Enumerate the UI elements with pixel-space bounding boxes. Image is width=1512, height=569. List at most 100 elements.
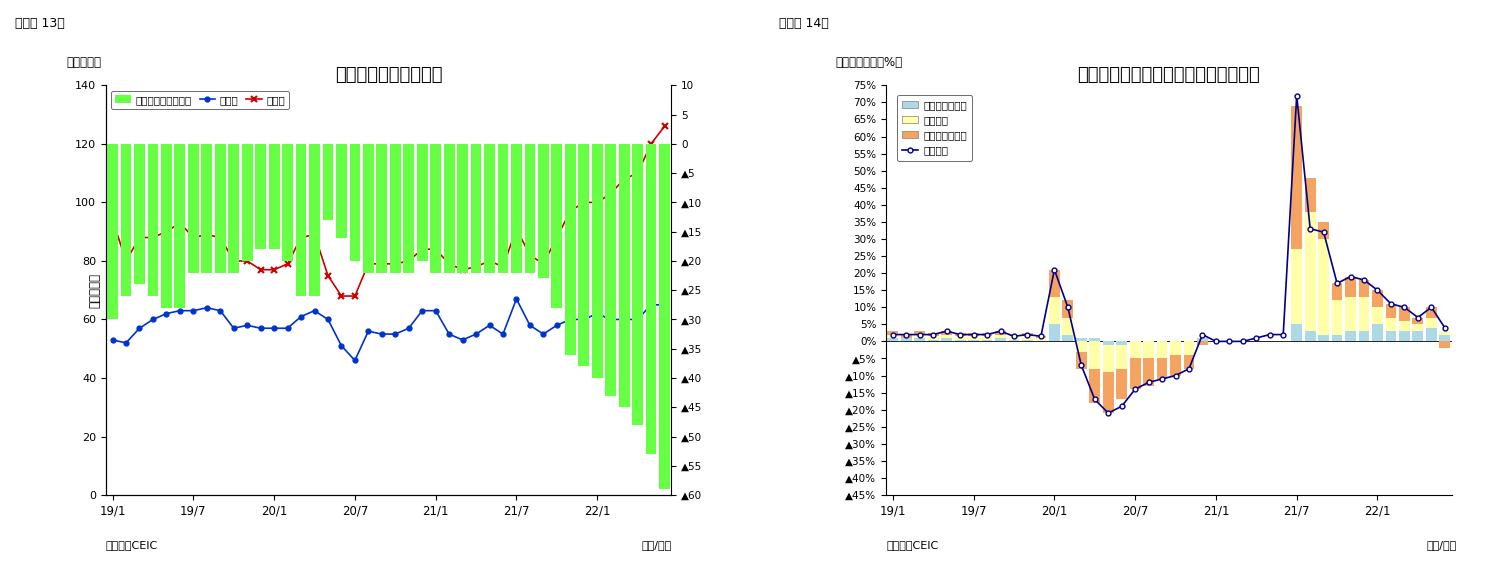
- Bar: [942, 335, 953, 338]
- Bar: [1305, 212, 1315, 331]
- Bar: [968, 336, 978, 340]
- Bar: [888, 338, 898, 341]
- Bar: [135, 144, 145, 284]
- Bar: [470, 144, 481, 273]
- Bar: [363, 144, 373, 273]
- Bar: [1022, 340, 1033, 341]
- Bar: [579, 144, 590, 366]
- Text: （年/月）: （年/月）: [1427, 540, 1458, 550]
- Bar: [1116, 341, 1126, 345]
- Bar: [942, 338, 953, 341]
- Bar: [915, 338, 925, 341]
- Bar: [928, 333, 939, 336]
- Bar: [1399, 321, 1409, 331]
- Bar: [336, 144, 346, 237]
- Bar: [1291, 106, 1302, 249]
- Bar: [201, 144, 212, 273]
- Bar: [1184, 341, 1194, 355]
- Bar: [538, 144, 549, 278]
- Bar: [269, 144, 280, 249]
- Bar: [1116, 369, 1126, 399]
- Bar: [1291, 249, 1302, 324]
- Bar: [322, 144, 333, 220]
- Bar: [954, 340, 966, 341]
- Bar: [497, 144, 508, 273]
- Bar: [1371, 324, 1383, 341]
- Bar: [1305, 331, 1315, 341]
- Text: （億ドル）: （億ドル）: [67, 56, 101, 69]
- Bar: [1009, 340, 1019, 341]
- Text: （資料）CEIC: （資料）CEIC: [886, 540, 939, 550]
- Bar: [484, 144, 494, 273]
- Bar: [888, 331, 898, 335]
- Text: （図表 13）: （図表 13）: [15, 17, 65, 30]
- Bar: [981, 336, 992, 340]
- Title: フィリピンの貳易収支: フィリピンの貳易収支: [334, 66, 443, 84]
- Bar: [242, 144, 253, 261]
- Bar: [215, 144, 225, 273]
- Bar: [1143, 341, 1154, 358]
- Bar: [1049, 324, 1060, 341]
- Bar: [954, 336, 966, 340]
- Bar: [1412, 331, 1423, 341]
- Bar: [646, 144, 656, 454]
- Bar: [376, 144, 387, 273]
- Bar: [1009, 336, 1019, 340]
- Bar: [1359, 297, 1370, 331]
- Bar: [1305, 178, 1315, 212]
- Bar: [1291, 324, 1302, 341]
- Bar: [915, 331, 925, 335]
- Bar: [942, 331, 953, 335]
- Bar: [1346, 297, 1356, 331]
- Bar: [1170, 341, 1181, 355]
- Bar: [1385, 304, 1396, 318]
- Text: （年/月）: （年/月）: [641, 540, 671, 550]
- Bar: [1318, 222, 1329, 239]
- Bar: [1412, 324, 1423, 331]
- Bar: [1346, 331, 1356, 341]
- Bar: [1102, 341, 1114, 345]
- Bar: [1359, 331, 1370, 341]
- Bar: [1170, 355, 1181, 376]
- Bar: [1022, 336, 1033, 340]
- Bar: [1022, 333, 1033, 336]
- Bar: [349, 144, 360, 261]
- Bar: [162, 144, 172, 308]
- Bar: [1089, 338, 1101, 341]
- Bar: [187, 144, 198, 273]
- Bar: [1198, 341, 1208, 345]
- Bar: [1426, 328, 1436, 341]
- Bar: [552, 144, 562, 308]
- Bar: [1359, 280, 1370, 297]
- Bar: [981, 333, 992, 336]
- Bar: [1332, 335, 1343, 341]
- Legend: 一次産品・燃料, 電気製品, その他製品など, 輸出合計: 一次産品・燃料, 電気製品, その他製品など, 輸出合計: [897, 94, 972, 160]
- Bar: [928, 340, 939, 341]
- Bar: [1063, 300, 1074, 318]
- Text: （前年同期比、%）: （前年同期比、%）: [835, 56, 903, 69]
- Bar: [1385, 331, 1396, 341]
- Bar: [417, 144, 428, 261]
- Bar: [390, 144, 401, 273]
- Bar: [404, 144, 414, 273]
- Bar: [901, 335, 912, 338]
- Bar: [1077, 341, 1087, 352]
- Bar: [121, 144, 132, 296]
- Bar: [1439, 341, 1450, 348]
- Y-axis label: （億ドル）: （億ドル）: [89, 273, 101, 308]
- Bar: [1157, 358, 1167, 379]
- Bar: [1318, 239, 1329, 335]
- Bar: [1143, 358, 1154, 386]
- Bar: [1077, 352, 1087, 369]
- Bar: [1426, 318, 1436, 328]
- Bar: [888, 335, 898, 338]
- Bar: [1036, 336, 1046, 338]
- Bar: [1077, 338, 1087, 341]
- Bar: [1063, 318, 1074, 335]
- Bar: [443, 144, 455, 273]
- Bar: [565, 144, 576, 354]
- Text: （資料）CEIC: （資料）CEIC: [106, 540, 159, 550]
- Bar: [1399, 307, 1409, 321]
- Bar: [915, 335, 925, 338]
- Bar: [283, 144, 293, 261]
